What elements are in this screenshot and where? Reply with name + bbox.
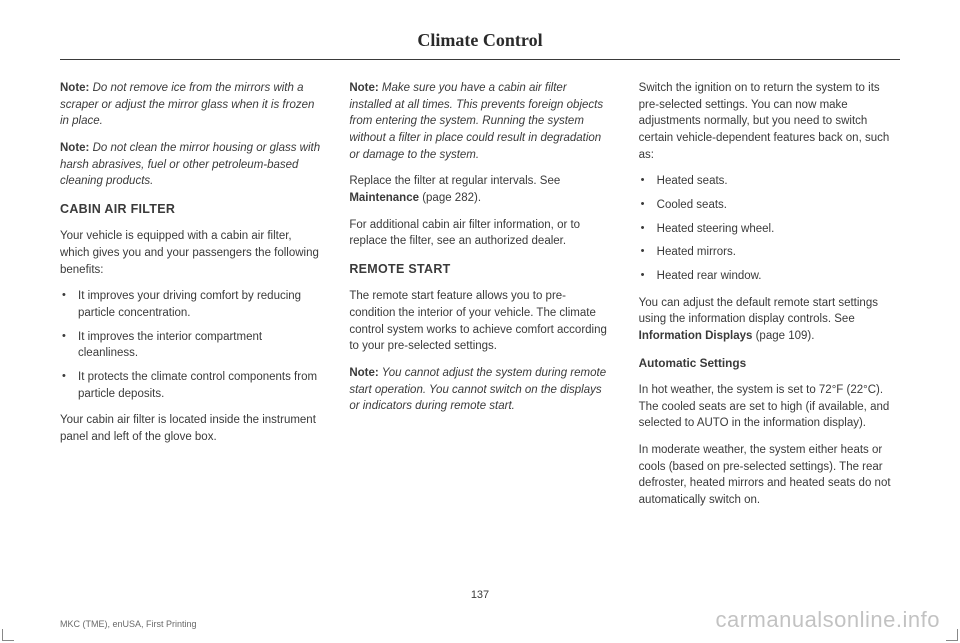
bullet-list: It improves your driving comfort by redu… — [60, 288, 321, 402]
subheading-auto-settings: Automatic Settings — [639, 355, 900, 372]
text: You can adjust the default remote start … — [639, 297, 878, 326]
note-label: Note: — [349, 367, 378, 379]
paragraph: For additional cabin air filter informat… — [349, 217, 610, 250]
paragraph: You can adjust the default remote start … — [639, 295, 900, 345]
text: (page 109). — [752, 330, 814, 342]
note-2: Note: You cannot adjust the system durin… — [349, 365, 610, 415]
section-heading-remote-start: REMOTE START — [349, 260, 610, 278]
header-title: Climate Control — [60, 30, 900, 51]
list-item: Heated steering wheel. — [639, 221, 900, 238]
note-label: Note: — [60, 142, 89, 154]
note-text: Make sure you have a cabin air filter in… — [349, 82, 603, 161]
list-item: Heated mirrors. — [639, 244, 900, 261]
crop-mark-icon — [2, 629, 14, 641]
note-label: Note: — [349, 82, 378, 94]
column-3: Switch the ignition on to return the sys… — [639, 80, 900, 519]
note-1: Note: Do not remove ice from the mirrors… — [60, 80, 321, 130]
list-item: Heated rear window. — [639, 268, 900, 285]
footer-text: MKC (TME), enUSA, First Printing — [60, 619, 197, 629]
page-number: 137 — [0, 589, 960, 601]
list-item: Cooled seats. — [639, 197, 900, 214]
paragraph: Your cabin air filter is located inside … — [60, 412, 321, 445]
bullet-list: Heated seats. Cooled seats. Heated steer… — [639, 173, 900, 284]
paragraph: Your vehicle is equipped with a cabin ai… — [60, 228, 321, 278]
column-1: Note: Do not remove ice from the mirrors… — [60, 80, 321, 519]
paragraph: In hot weather, the system is set to 72°… — [639, 382, 900, 432]
list-item: It protects the climate control componen… — [60, 369, 321, 402]
paragraph: Switch the ignition on to return the sys… — [639, 80, 900, 163]
note-1: Note: Make sure you have a cabin air fil… — [349, 80, 610, 163]
content-columns: Note: Do not remove ice from the mirrors… — [60, 80, 900, 519]
note-2: Note: Do not clean the mirror housing or… — [60, 140, 321, 190]
ref-info-displays: Information Displays — [639, 330, 753, 342]
ref-maintenance: Maintenance — [349, 192, 419, 204]
text: Replace the filter at regular intervals.… — [349, 175, 560, 187]
page-header: Climate Control — [60, 30, 900, 60]
note-text: Do not remove ice from the mirrors with … — [60, 82, 314, 127]
list-item: It improves the interior compartment cle… — [60, 329, 321, 362]
paragraph: The remote start feature allows you to p… — [349, 288, 610, 355]
column-2: Note: Make sure you have a cabin air fil… — [349, 80, 610, 519]
note-text: Do not clean the mirror housing or glass… — [60, 142, 320, 187]
list-item: It improves your driving comfort by redu… — [60, 288, 321, 321]
note-text: You cannot adjust the system during remo… — [349, 367, 606, 412]
crop-mark-icon — [946, 629, 958, 641]
watermark: carmanualsonline.info — [715, 607, 940, 633]
note-label: Note: — [60, 82, 89, 94]
section-heading-cabin-air-filter: CABIN AIR FILTER — [60, 200, 321, 218]
paragraph: In moderate weather, the system either h… — [639, 442, 900, 509]
paragraph: Replace the filter at regular intervals.… — [349, 173, 610, 206]
text: (page 282). — [419, 192, 481, 204]
list-item: Heated seats. — [639, 173, 900, 190]
